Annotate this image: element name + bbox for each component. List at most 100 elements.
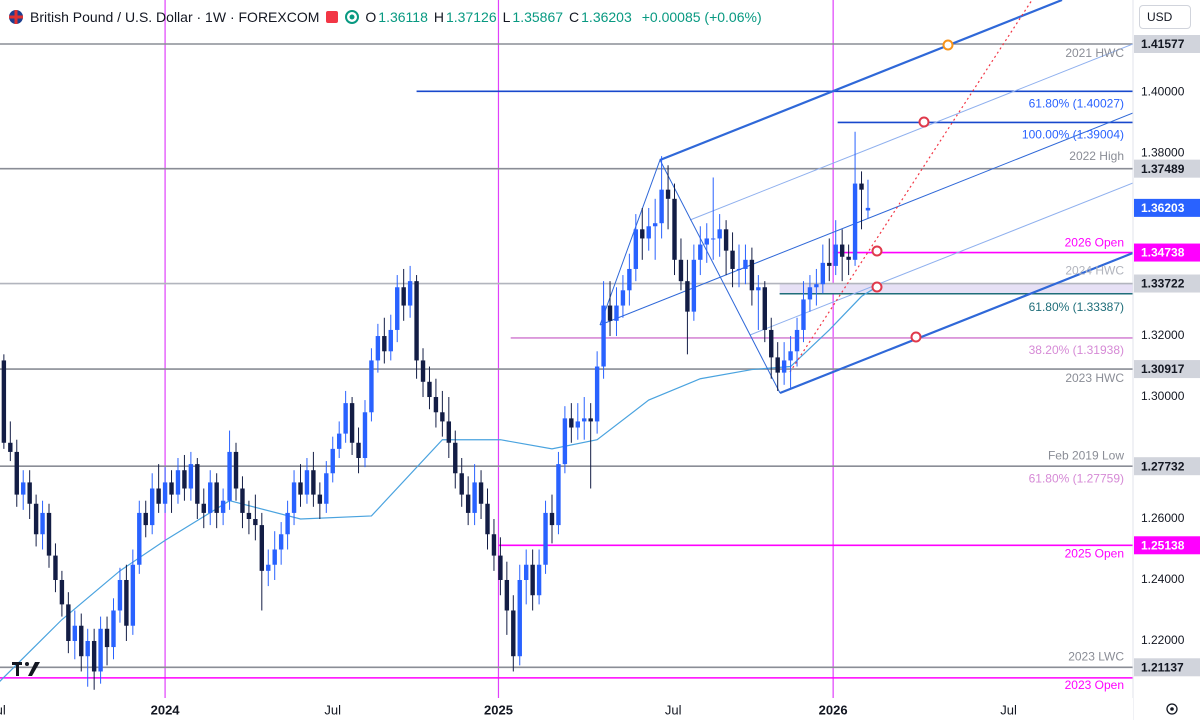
candle-body — [536, 564, 542, 596]
candle-body — [665, 189, 671, 199]
candle-body — [21, 482, 26, 495]
candle-body — [685, 281, 690, 312]
candle-body — [491, 534, 497, 556]
candle-body — [375, 336, 381, 361]
candle-body — [356, 442, 361, 459]
y-tick-label: 1.26000 — [1141, 511, 1185, 525]
change: +0.00085 (+0.06%) — [641, 9, 762, 25]
candle-body — [266, 564, 271, 571]
candle-body — [498, 555, 503, 580]
price-badge-label: 1.33722 — [1141, 277, 1185, 291]
candle-body — [453, 442, 458, 474]
candle-body — [749, 259, 755, 291]
candle-body — [820, 262, 826, 285]
candle-body — [124, 579, 129, 626]
candle-body — [143, 512, 148, 526]
market-icon — [345, 10, 360, 24]
level-label: 2025 Open — [1065, 546, 1124, 560]
candle-body — [839, 244, 845, 257]
marker — [942, 39, 954, 51]
logo — [12, 662, 40, 676]
candle-body — [762, 287, 767, 330]
level-label: 2022 High — [1069, 149, 1124, 163]
settings-icon[interactable] — [1166, 703, 1178, 715]
candle-body — [169, 482, 174, 495]
candle-body — [420, 360, 426, 382]
candle-body — [640, 229, 645, 239]
candle-body — [149, 488, 155, 526]
level-label: 100.00% (1.39004) — [1022, 128, 1124, 142]
level-label: 2023 Open — [1065, 678, 1124, 692]
ohlc-label: L — [502, 9, 511, 25]
candle-body — [659, 189, 664, 224]
level-label: Feb 2019 Low — [1048, 448, 1124, 462]
candle-body — [253, 519, 258, 526]
currency-button[interactable]: USD — [1139, 5, 1191, 29]
candle-body — [588, 418, 593, 422]
candle-body — [104, 628, 110, 648]
candle-body — [801, 299, 806, 330]
candle-body — [562, 418, 568, 465]
candle-body — [833, 244, 838, 266]
price-badge — [1134, 658, 1200, 677]
candle-body — [523, 564, 529, 580]
candle-body — [575, 421, 580, 428]
candle-body — [130, 564, 136, 626]
marker — [871, 245, 883, 257]
candle-body — [543, 512, 548, 565]
candle-body — [336, 433, 342, 449]
zone — [779, 283, 1133, 294]
candle-body — [291, 482, 297, 513]
candle-body — [382, 336, 387, 352]
ohlc-label: O — [365, 9, 377, 25]
price-badge-label: 1.30917 — [1141, 362, 1185, 376]
price-badge — [1134, 536, 1200, 555]
ohlc-label: H — [433, 9, 444, 25]
y-tick-label: 1.22000 — [1141, 633, 1185, 647]
candle-body — [395, 287, 400, 330]
candle-body — [362, 412, 368, 459]
pitchfork-upper — [659, 0, 1063, 162]
candle-body — [478, 482, 484, 504]
candle-body — [304, 470, 310, 495]
markers — [871, 39, 954, 343]
level-label: 2024 HWC — [1065, 264, 1124, 278]
price-badge — [1134, 159, 1200, 178]
ohlc-label: C — [569, 9, 580, 25]
candle-body — [440, 412, 445, 422]
candle-body — [433, 397, 439, 413]
candle-body — [85, 640, 90, 657]
candle-body — [343, 403, 348, 434]
candle-body — [324, 473, 329, 504]
candle-body — [407, 281, 413, 306]
candle-body — [401, 287, 406, 306]
candle-body — [208, 482, 213, 513]
candle-body — [485, 503, 490, 535]
candle-body — [311, 470, 316, 495]
candle-body — [79, 625, 84, 657]
candle-body — [717, 229, 722, 239]
last-price-label: 1.36203 — [1141, 201, 1185, 215]
price-badge — [1134, 243, 1200, 262]
ohlc-value: 1.36203 — [581, 9, 632, 25]
candle-body — [369, 360, 374, 413]
candle-body — [259, 525, 265, 571]
candle-body — [175, 470, 181, 495]
y-tick-label: 1.40000 — [1141, 84, 1185, 98]
candle-body — [556, 464, 561, 526]
marker — [918, 116, 930, 128]
candle-body — [285, 512, 290, 535]
candle-body — [330, 448, 335, 474]
candle-body — [698, 244, 703, 260]
candle-body — [794, 329, 800, 352]
x-tick-label: Jul — [0, 702, 6, 717]
candle-body — [601, 305, 606, 367]
candle-body — [704, 238, 709, 245]
candle-body — [756, 287, 761, 291]
drawings — [599, 0, 1133, 395]
candle-body — [582, 418, 587, 422]
candle-body — [627, 268, 632, 291]
candle-body — [188, 464, 194, 489]
candle-body — [607, 305, 613, 321]
